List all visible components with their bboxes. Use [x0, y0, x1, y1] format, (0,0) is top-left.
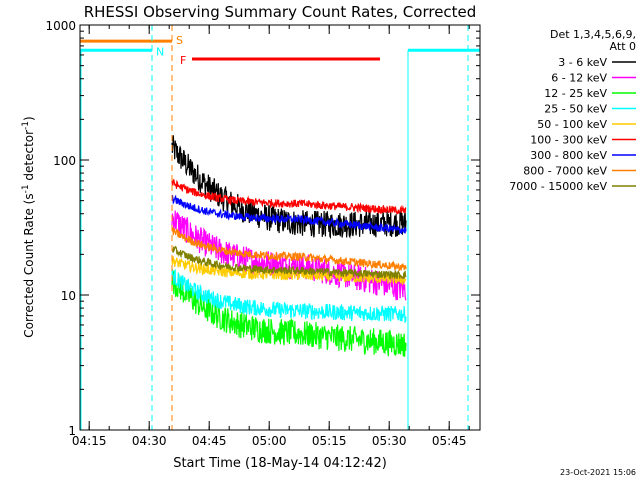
- legend-label: 25 - 50 keV: [544, 103, 607, 116]
- x-tick-label: 04:30: [132, 434, 167, 448]
- x-tick-label: 05:30: [372, 434, 407, 448]
- legend-header: Att 0: [610, 40, 636, 53]
- y-axis-label: Corrected Count Rate (s-1 detector-1): [21, 116, 36, 337]
- legend-label: 3 - 6 keV: [558, 56, 607, 69]
- axis-ticks: 04:15 04:30 04:45 05:00 05:15 05:30 05:45 1 10 10…: [45, 19, 480, 448]
- y-tick-label: 1: [68, 424, 76, 438]
- x-tick-label: 05:45: [432, 434, 467, 448]
- legend-label: 300 - 800 keV: [530, 149, 607, 162]
- legend-label: 800 - 7000 keV: [523, 165, 607, 178]
- y-axis-label-sup1: -1: [21, 184, 31, 193]
- annotation-layer: SN F: [80, 25, 480, 430]
- x-tick-label: 05:00: [252, 434, 287, 448]
- legend-label: 7000 - 15000 keV: [509, 180, 607, 193]
- legend-label: 6 - 12 keV: [551, 72, 607, 85]
- y-tick-label: 1000: [45, 19, 76, 33]
- series-line-2: [171, 270, 407, 357]
- x-tick-label: 05:15: [312, 434, 347, 448]
- y-axis-label-main: Corrected Count Rate (s: [22, 193, 36, 337]
- series-line-7: [171, 227, 407, 271]
- x-tick-label: 04:15: [72, 434, 107, 448]
- chart-title: RHESSI Observing Summary Count Rates, Co…: [84, 3, 477, 21]
- x-tick-label: 04:45: [192, 434, 227, 448]
- x-axis-label: Start Time (18-May-14 04:12:42): [173, 456, 387, 471]
- annotation-label: S: [176, 34, 183, 47]
- y-axis-label-sup2: -1: [21, 121, 31, 130]
- series-line-3: [171, 268, 407, 324]
- series-line-6: [171, 194, 407, 235]
- y-axis-label-end: ): [22, 116, 36, 121]
- series-line-5: [171, 178, 407, 215]
- y-axis-label-mid: detector: [22, 130, 36, 185]
- annotation-label: F: [180, 54, 186, 67]
- footer-date: 23-Oct-2021 15:06: [560, 468, 636, 477]
- legend-label: 100 - 300 keV: [530, 134, 607, 147]
- series-line-8: [171, 245, 407, 280]
- legend-label: 12 - 25 keV: [544, 87, 607, 100]
- series-line-4: [171, 256, 407, 286]
- plot-frame: [79, 24, 481, 431]
- y-tick-label: 100: [53, 154, 76, 168]
- legend: Det 1,3,4,5,6,9,Att 03 - 6 keV 6 - 12 keV…: [509, 28, 636, 193]
- y-tick-label: 10: [61, 289, 76, 303]
- legend-header: Det 1,3,4,5,6,9,: [550, 28, 636, 41]
- legend-label: 50 - 100 keV: [537, 118, 607, 131]
- annotation-label: N: [156, 45, 164, 58]
- series-layer: [171, 135, 407, 357]
